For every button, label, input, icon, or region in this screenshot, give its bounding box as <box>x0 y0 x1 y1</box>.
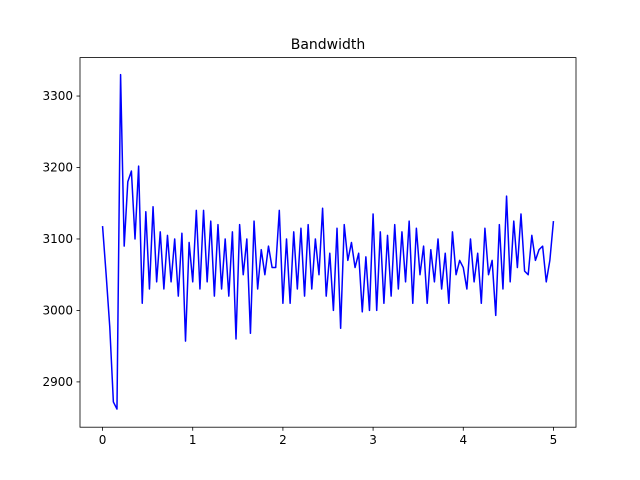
x-tick-label: 2 <box>279 433 287 447</box>
x-tick-label: 1 <box>189 433 197 447</box>
x-tick-label: 3 <box>369 433 377 447</box>
y-tick-label: 3100 <box>42 232 73 246</box>
plot-frame <box>79 57 577 428</box>
y-tick-label: 3000 <box>42 303 73 317</box>
y-tick-label: 3300 <box>42 89 73 103</box>
line <box>101 73 555 410</box>
x-tick-label: 5 <box>550 433 558 447</box>
x-tick-label: 4 <box>459 433 467 447</box>
x-tick-label: 0 <box>99 433 107 447</box>
y-tick-label: 3200 <box>42 161 73 175</box>
y-tick-label: 2900 <box>42 375 73 389</box>
chart-title: Bandwidth <box>291 37 366 53</box>
